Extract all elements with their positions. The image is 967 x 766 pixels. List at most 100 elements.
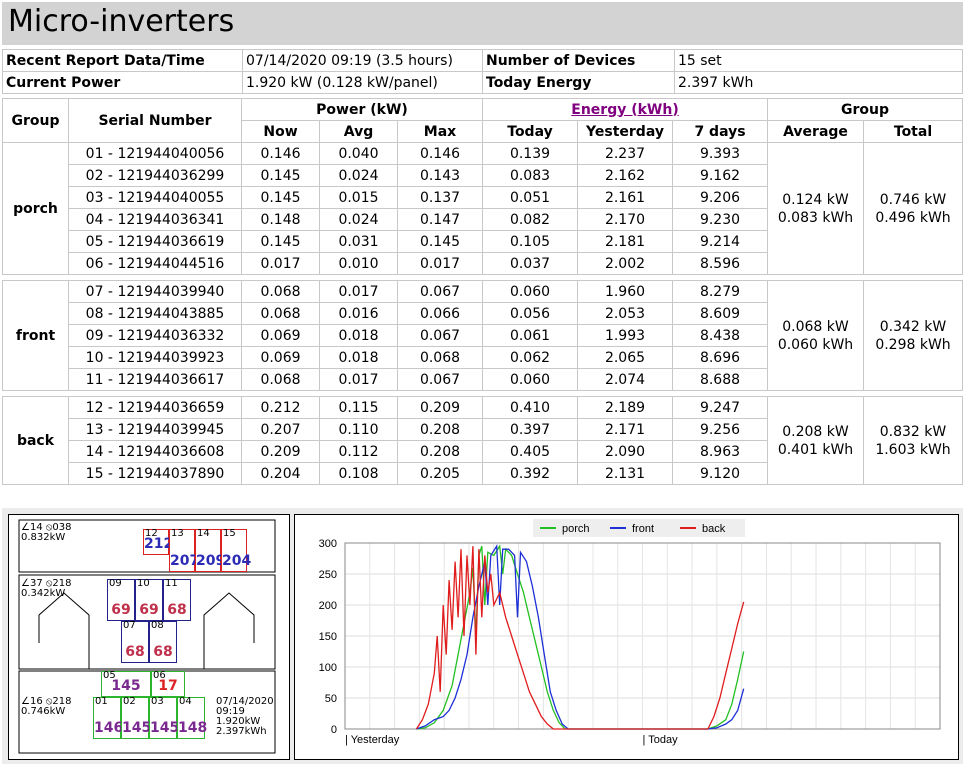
table-cell: 2.161 xyxy=(577,186,673,209)
panel-value: 68 xyxy=(125,644,145,660)
header-now: Now xyxy=(241,120,320,143)
table-cell: 0.105 xyxy=(482,230,578,253)
panel-value: 209 xyxy=(196,553,226,569)
group-average: 0.208 kW 0.401 kWh xyxy=(767,396,864,485)
panel-cell-06: 06 17 xyxy=(151,670,185,697)
table-cell: 2.237 xyxy=(577,142,673,165)
group-total-kwh: 1.603 kWh xyxy=(875,441,951,458)
table-cell: 1.960 xyxy=(577,280,673,303)
table-cell: 0.110 xyxy=(319,418,398,441)
table-cell: 07 - 121944039940 xyxy=(68,280,242,303)
table-cell: 1.993 xyxy=(577,324,673,347)
table-cell: 0.137 xyxy=(397,186,483,209)
panel-cell-02: 02 145 xyxy=(121,696,151,739)
group-total-kw: 0.746 kW xyxy=(879,191,947,208)
table-cell: 0.208 xyxy=(397,418,483,441)
header-yesterday: Yesterday xyxy=(577,120,673,143)
devices-label: Number of Devices xyxy=(482,49,675,72)
table-cell: 0.146 xyxy=(241,142,320,165)
table-cell: 02 - 121944036299 xyxy=(68,164,242,187)
table-cell: 0.145 xyxy=(397,230,483,253)
table-cell: 14 - 121944036608 xyxy=(68,440,242,463)
panel-number: 10 xyxy=(137,578,150,589)
energy-link[interactable]: Energy (kWh) xyxy=(571,101,679,118)
panel-number: 08 xyxy=(151,620,164,631)
stamp-date: 07/14/2020 xyxy=(216,696,274,707)
table-cell: 9.206 xyxy=(672,186,768,209)
table-cell: 0.066 xyxy=(397,302,483,325)
header-total: Total xyxy=(863,120,963,143)
y-tick-label: 150 xyxy=(319,631,337,643)
table-cell: 0.024 xyxy=(319,208,398,231)
table-cell: 0.017 xyxy=(397,252,483,275)
table-row: back 12 - 121944036659 0.212 0.115 0.209 0.41… xyxy=(2,396,963,485)
x-tick-label: | Yesterday xyxy=(345,734,400,746)
table-cell: 2.162 xyxy=(577,164,673,187)
group-total: 0.832 kW 1.603 kWh xyxy=(863,396,963,485)
table-cell: 0.209 xyxy=(241,440,320,463)
panel-cell-14: 14 209 xyxy=(195,528,226,572)
table-cell: 09 - 121944036332 xyxy=(68,324,242,347)
back-orientation: ∠14 ⦸038 xyxy=(21,522,72,533)
panel-number: 07 xyxy=(123,620,136,631)
table-cell: 2.074 xyxy=(577,368,673,391)
table-cell: 0.056 xyxy=(482,302,578,325)
table-cell: 0.010 xyxy=(319,252,398,275)
table-row: front 07 - 121944039940 0.068 0.017 0.067 0.0… xyxy=(2,280,963,391)
panel-value: 212 xyxy=(144,536,174,552)
table-cell: 0.212 xyxy=(241,396,320,419)
stamp-time: 09:19 xyxy=(216,706,245,717)
table-cell: 0.017 xyxy=(319,280,398,303)
table-cell: 0.015 xyxy=(319,186,398,209)
table-cell: 0.208 xyxy=(397,440,483,463)
panel-cell-15: 15 204 xyxy=(221,528,251,572)
table-cell: 01 - 121944040056 xyxy=(68,142,242,165)
legend-label-front: front xyxy=(632,523,654,535)
table-cell: 0.069 xyxy=(241,324,320,347)
table-cell: 9.230 xyxy=(672,208,768,231)
table-cell: 0.068 xyxy=(241,368,320,391)
table-cell: 0.031 xyxy=(319,230,398,253)
panel-cell-13: 13 207 xyxy=(169,528,199,572)
group-average-kw: 0.124 kW xyxy=(782,191,849,208)
table-row: 14 - 121944036608 0.209 0.112 0.208 0.405 2.0… xyxy=(3,440,963,463)
table-cell: 13 - 121944039945 xyxy=(68,418,242,441)
panel-number: 13 xyxy=(171,528,184,539)
table-cell: 0.108 xyxy=(319,462,398,485)
table-cell: 0.115 xyxy=(319,396,398,419)
table-cell: 0.082 xyxy=(482,208,578,231)
table-cell: 0.024 xyxy=(319,164,398,187)
group-total-kw: 0.342 kW xyxy=(879,318,947,335)
group-total-kwh: 0.298 kWh xyxy=(875,336,951,353)
current-power-label: Current Power xyxy=(2,71,243,94)
summary-table: Recent Report Data/Time 07/14/2020 09:19… xyxy=(2,49,963,94)
table-cell: 8.596 xyxy=(672,252,768,275)
panel-number: 01 xyxy=(95,696,108,707)
header-group: Group xyxy=(2,98,69,143)
table-cell: 0.143 xyxy=(397,164,483,187)
table-cell: 0.068 xyxy=(241,280,320,303)
table-cell: 8.688 xyxy=(672,368,768,391)
table-row: 09 - 121944036332 0.069 0.018 0.067 0.061 1.9… xyxy=(3,324,963,347)
table-cell: 04 - 121944036341 xyxy=(68,208,242,231)
panel-value: 68 xyxy=(153,644,173,660)
panel-value: 69 xyxy=(111,602,131,618)
table-cell: 0.067 xyxy=(397,280,483,303)
stamp-power: 1.920kW xyxy=(216,716,261,727)
panel-cell-03: 03 145 xyxy=(149,696,179,739)
table-cell: 05 - 121944036619 xyxy=(68,230,242,253)
panel-number: 05 xyxy=(103,670,116,681)
table-cell: 2.065 xyxy=(577,346,673,369)
stamp-energy: 2.397kWh xyxy=(216,726,267,737)
y-tick-label: 100 xyxy=(319,662,337,674)
table-cell: 0.397 xyxy=(482,418,578,441)
table-cell: 0.392 xyxy=(482,462,578,485)
panel-value: 69 xyxy=(139,602,159,618)
table-cell: 0.069 xyxy=(241,346,320,369)
panel-value: 17 xyxy=(158,678,178,694)
panel-number: 02 xyxy=(123,696,136,707)
table-cell: 8.438 xyxy=(672,324,768,347)
panel-number: 11 xyxy=(165,578,178,589)
panel-value: 146 xyxy=(94,720,124,736)
legend-label-porch: porch xyxy=(562,523,590,535)
